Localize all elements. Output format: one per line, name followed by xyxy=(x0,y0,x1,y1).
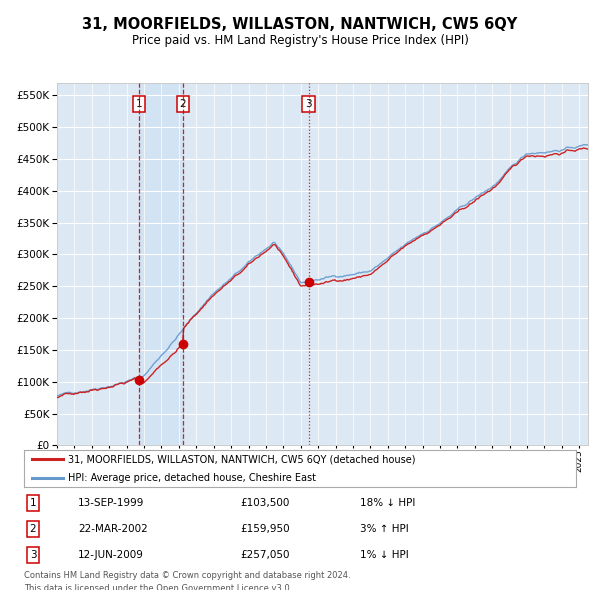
Text: This data is licensed under the Open Government Licence v3.0.: This data is licensed under the Open Gov… xyxy=(24,584,292,590)
Text: 12-JUN-2009: 12-JUN-2009 xyxy=(78,550,144,559)
Text: 1% ↓ HPI: 1% ↓ HPI xyxy=(360,550,409,559)
Text: 18% ↓ HPI: 18% ↓ HPI xyxy=(360,498,415,507)
Text: £103,500: £103,500 xyxy=(240,498,289,507)
Text: 2: 2 xyxy=(179,99,186,109)
Text: HPI: Average price, detached house, Cheshire East: HPI: Average price, detached house, Ches… xyxy=(68,473,316,483)
Text: 3% ↑ HPI: 3% ↑ HPI xyxy=(360,524,409,533)
Bar xyxy=(139,83,183,445)
Text: 31, MOORFIELDS, WILLASTON, NANTWICH, CW5 6QY: 31, MOORFIELDS, WILLASTON, NANTWICH, CW5… xyxy=(82,17,518,32)
Text: £159,950: £159,950 xyxy=(240,524,290,533)
Text: Price paid vs. HM Land Registry's House Price Index (HPI): Price paid vs. HM Land Registry's House … xyxy=(131,34,469,47)
Text: 13-SEP-1999: 13-SEP-1999 xyxy=(78,498,145,507)
Text: 1: 1 xyxy=(29,498,37,507)
Text: 3: 3 xyxy=(29,550,37,559)
Text: £257,050: £257,050 xyxy=(240,550,290,559)
Text: 3: 3 xyxy=(305,99,312,109)
Text: 1: 1 xyxy=(136,99,142,109)
Text: Contains HM Land Registry data © Crown copyright and database right 2024.: Contains HM Land Registry data © Crown c… xyxy=(24,571,350,579)
Text: 31, MOORFIELDS, WILLASTON, NANTWICH, CW5 6QY (detached house): 31, MOORFIELDS, WILLASTON, NANTWICH, CW5… xyxy=(68,454,416,464)
Text: 2: 2 xyxy=(29,524,37,533)
Text: 22-MAR-2002: 22-MAR-2002 xyxy=(78,524,148,533)
